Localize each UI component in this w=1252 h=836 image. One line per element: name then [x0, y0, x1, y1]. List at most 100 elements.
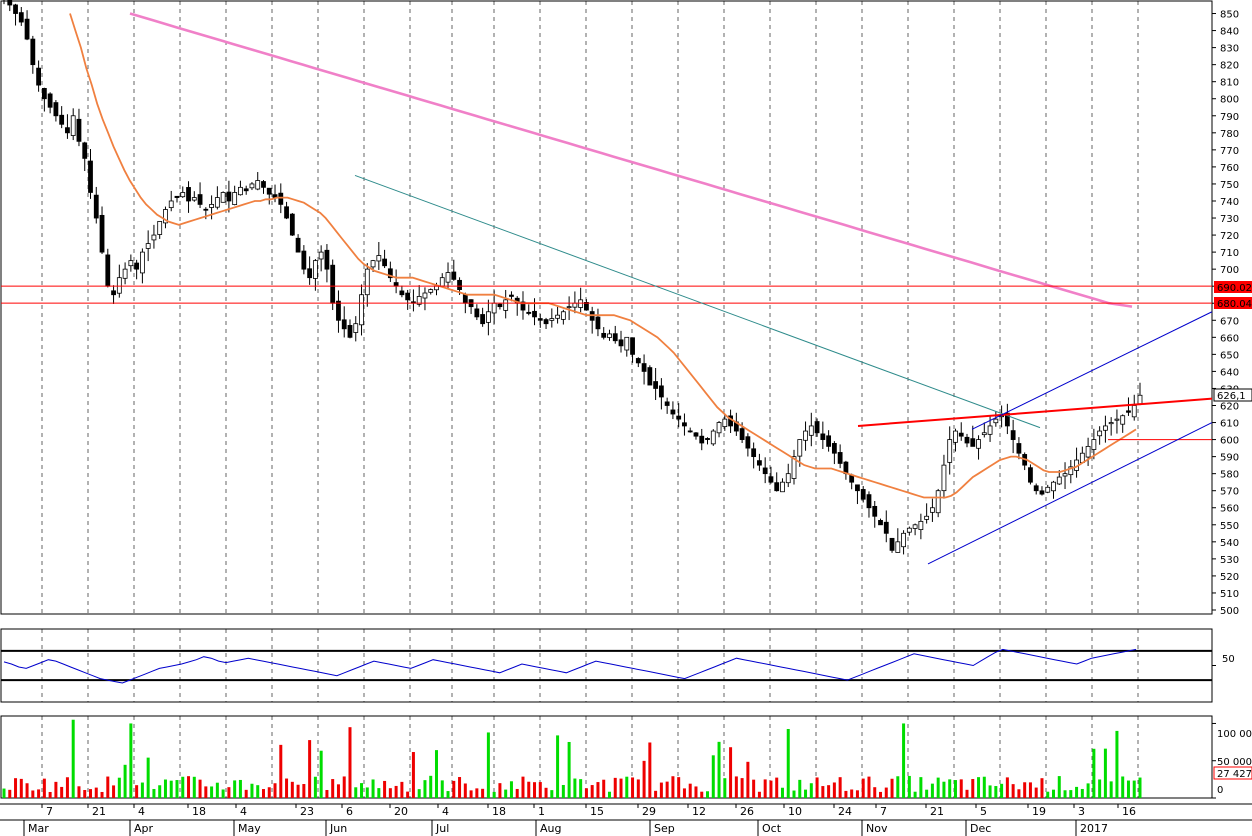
volume-bar: [711, 755, 715, 798]
candle-body: [826, 435, 832, 447]
x-tick-label: 7: [880, 805, 887, 818]
candle-body: [820, 433, 826, 440]
volume-bar: [671, 776, 675, 798]
candle-body: [1056, 476, 1062, 485]
volume-bar: [94, 787, 98, 798]
candle-body: [647, 367, 653, 386]
y-tick-label: 810: [1220, 78, 1239, 89]
volume-bar: [313, 776, 317, 798]
volume-bar: [982, 776, 986, 798]
volume-bar: [342, 776, 346, 798]
volume-bar: [394, 785, 398, 798]
candle-body: [930, 507, 935, 513]
x-tick-label: 16: [1122, 805, 1136, 818]
candle-body: [128, 260, 134, 267]
volume-bar: [654, 790, 658, 798]
candle-body: [947, 439, 953, 463]
candle-body: [814, 421, 820, 434]
volume-bar: [411, 752, 415, 798]
volume-bar: [861, 778, 865, 798]
volume-bar: [354, 787, 358, 798]
ma-fast-line: [69, 13, 1137, 499]
candle-body: [860, 489, 866, 500]
volume-bar: [238, 779, 242, 798]
last-price-box: [1213, 388, 1252, 402]
y-tick-label: 610: [1220, 419, 1239, 430]
month-label: Jul: [435, 822, 449, 835]
volume-bar: [544, 787, 548, 798]
candle-body: [941, 464, 947, 492]
candle-body: [1033, 485, 1039, 492]
candle-body: [641, 363, 647, 372]
candle-body: [422, 292, 428, 299]
candle-body: [53, 102, 59, 117]
volume-bar: [360, 783, 364, 798]
volume-bar: [757, 791, 761, 798]
volume-bar: [509, 781, 513, 798]
candle-body: [387, 268, 393, 279]
candle-body: [520, 301, 526, 311]
volume-bar: [879, 791, 883, 798]
x-tick-label: 21: [930, 805, 944, 818]
y-tick-label: 730: [1220, 214, 1239, 225]
volume-bar: [930, 783, 934, 798]
candle-body: [191, 197, 197, 201]
volume-bar: [573, 778, 577, 798]
candle-body: [139, 251, 145, 274]
candle-body: [174, 195, 180, 198]
volume-bar: [83, 790, 87, 798]
volume-bar: [521, 776, 525, 798]
y-tick-label: 780: [1220, 129, 1239, 140]
volume-bar: [936, 777, 940, 798]
candle-body: [1010, 430, 1016, 440]
volume-bar: [746, 761, 750, 798]
volume-bar: [48, 791, 52, 798]
volume-bar: [607, 791, 611, 798]
y-tick-label: 560: [1220, 504, 1239, 515]
x-tick-label: 23: [300, 805, 314, 818]
y-tick-label: 700: [1220, 265, 1239, 276]
volume-bar: [504, 789, 508, 798]
volume-bar: [550, 790, 554, 798]
volume-bar: [1011, 784, 1015, 798]
y-tick-label: 620: [1220, 401, 1239, 412]
volume-bar: [2, 788, 6, 798]
candle-body: [762, 467, 768, 475]
candle-body: [445, 272, 451, 283]
volume-bar: [1098, 779, 1102, 798]
x-tick-label: 18: [192, 805, 206, 818]
volume-bar: [210, 786, 214, 798]
candle-body: [439, 277, 445, 287]
volume-bar: [1000, 783, 1004, 798]
candle-body: [1103, 425, 1108, 431]
candle-body: [209, 203, 214, 208]
volume-bar: [19, 778, 23, 798]
level-label-box-2: [1214, 297, 1252, 309]
level-label-box-1: [1214, 281, 1252, 293]
x-tick-label: 29: [642, 805, 656, 818]
volume-bar: [54, 781, 58, 798]
candle-body: [981, 432, 987, 436]
volume-bar: [1121, 776, 1125, 798]
candle-body: [232, 192, 238, 206]
volume-bar: [1109, 781, 1113, 798]
volume-bar: [780, 787, 784, 798]
volume-bar: [458, 777, 462, 798]
volume-bar: [348, 727, 352, 798]
volume-bar: [1103, 748, 1107, 798]
candle-body: [393, 282, 399, 287]
candle-body: [912, 524, 918, 529]
y-tick-label: 540: [1220, 538, 1239, 549]
y-tick-label: 740: [1220, 197, 1239, 208]
candle-body: [105, 254, 111, 287]
y-tick-label: 790: [1220, 112, 1239, 123]
candle-body: [745, 436, 751, 449]
volume-bar: [336, 784, 340, 798]
candle-body: [653, 381, 659, 389]
volume-bar: [1063, 790, 1067, 798]
volume-bar: [481, 788, 485, 798]
volume-bar: [371, 779, 375, 798]
volume-bar: [809, 783, 813, 798]
candle-body: [111, 290, 116, 296]
candle-body: [780, 481, 785, 493]
